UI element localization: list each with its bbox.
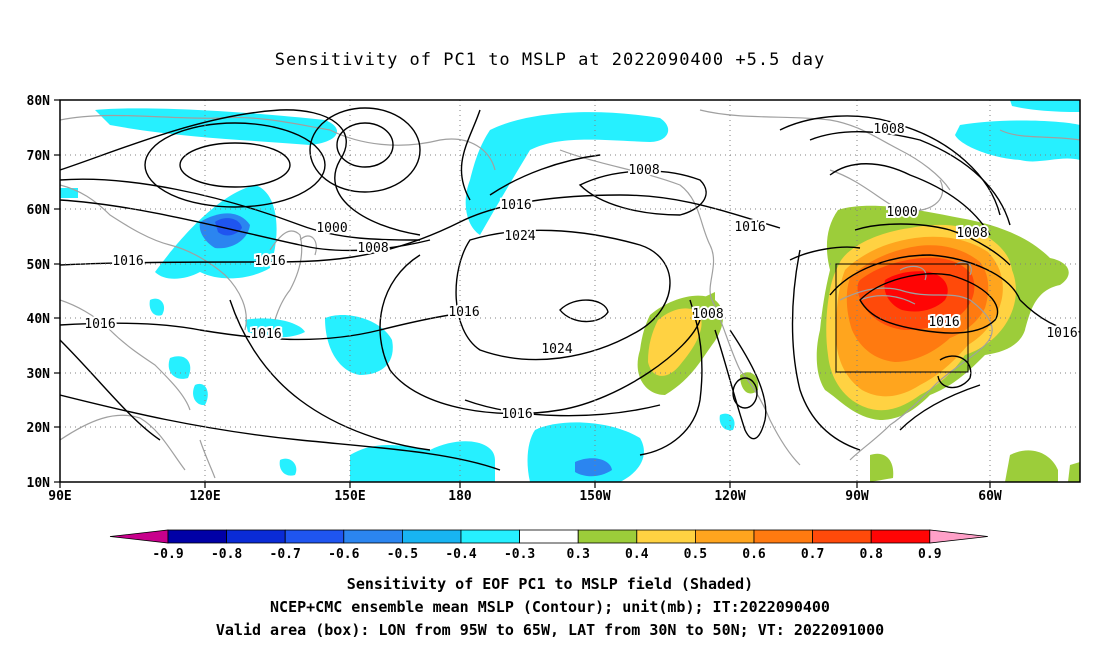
axis-ticks xyxy=(54,99,991,488)
contour-label: 1008 xyxy=(692,307,723,322)
lat-label: 70N xyxy=(27,149,51,164)
contour-label: 1008 xyxy=(628,163,659,178)
colorbar-label: 0.5 xyxy=(684,547,707,562)
colorbar-high-triangle xyxy=(929,529,988,544)
contour-labels: 1000 1008 1016 1016 1016 1016 1008 1016 … xyxy=(82,120,1079,424)
colorbar-label: -0.7 xyxy=(270,547,301,562)
lat-label: 50N xyxy=(27,258,51,273)
contour-label: 1008 xyxy=(873,122,904,137)
colorbar-label: 0.9 xyxy=(918,547,941,562)
longitude-labels: 90E 120E 150E 180 150W 120W 90W 60W xyxy=(48,489,1002,504)
colorbar-label: -0.9 xyxy=(152,547,183,562)
contour-label: 1008 xyxy=(956,226,987,241)
contour-label: 1000 xyxy=(316,221,347,236)
colorbar-swatch xyxy=(577,529,638,544)
colorbar-swatch xyxy=(401,529,462,544)
colorbar-label: -0.3 xyxy=(504,547,535,562)
lat-label: 80N xyxy=(27,94,51,109)
contour-label: 1016 xyxy=(250,327,281,342)
contour-label: 1016 xyxy=(448,305,479,320)
contour-label: 1016 xyxy=(734,220,765,235)
colorbar-swatch xyxy=(167,529,227,544)
map-frame xyxy=(59,99,1081,483)
contour-label: 1016 xyxy=(928,315,959,330)
colorbar-low-triangle xyxy=(109,529,169,544)
colorbar-swatch xyxy=(284,529,345,544)
contour-label: 1016 xyxy=(1046,326,1077,341)
contour-label: 1016 xyxy=(500,198,531,213)
lon-label: 120W xyxy=(714,489,745,504)
colorbar-swatch xyxy=(812,529,872,544)
colorbar-label: 0.6 xyxy=(742,547,766,562)
colorbar-label: 0.3 xyxy=(566,547,589,562)
lon-label: 150E xyxy=(334,489,365,504)
lon-label: 60W xyxy=(978,489,1002,504)
colorbar-label: 0.7 xyxy=(801,547,824,562)
latitude-labels: 80N 70N 60N 50N 40N 30N 20N 10N xyxy=(27,94,51,491)
colorbar-label: 0.4 xyxy=(625,547,649,562)
lat-label: 40N xyxy=(27,312,51,327)
valid-area-box xyxy=(835,263,969,373)
lon-label: 120E xyxy=(189,489,220,504)
lat-label: 60N xyxy=(27,203,51,218)
colorbar-label: -0.5 xyxy=(387,547,418,562)
contour-label: 1016 xyxy=(501,407,532,422)
caption-valid-area: Valid area (box): LON from 95W to 65W, L… xyxy=(215,621,885,639)
colorbar-swatch xyxy=(519,529,579,544)
lat-label: 30N xyxy=(27,367,51,382)
caption-contour: NCEP+CMC ensemble mean MSLP (Contour); u… xyxy=(270,598,830,616)
caption-shading: Sensitivity of EOF PC1 to MSLP field (Sh… xyxy=(346,575,754,593)
colorbar: -0.9 -0.8 -0.7 -0.6 -0.5 -0.4 -0.3 0.3 0.4 0.5 0.6… xyxy=(109,529,988,562)
colorbar-label: 0.8 xyxy=(859,547,883,562)
colorbar-swatch xyxy=(226,529,286,544)
contour-label: 1016 xyxy=(254,254,285,269)
colorbar-label: -0.6 xyxy=(328,547,359,562)
lon-label: 90E xyxy=(48,489,71,504)
contour-label: 1008 xyxy=(357,241,388,256)
lon-label: 90W xyxy=(845,489,869,504)
colorbar-swatch xyxy=(343,529,403,544)
contour-label: 1024 xyxy=(541,342,572,357)
contour-label: 1000 xyxy=(886,205,917,220)
lat-label: 20N xyxy=(27,421,51,436)
lon-label: 150W xyxy=(579,489,610,504)
negative-sensitivity-shading xyxy=(60,100,1080,482)
colorbar-swatch xyxy=(460,529,520,544)
colorbar-swatch xyxy=(870,529,931,544)
colorbar-swatch xyxy=(695,529,755,544)
lat-label: 10N xyxy=(27,476,51,491)
colorbar-label: -0.4 xyxy=(445,547,476,562)
contour-label: 1016 xyxy=(112,254,143,269)
colorbar-swatch xyxy=(636,529,696,544)
mslp-contours xyxy=(60,107,1080,471)
colorbar-label: -0.8 xyxy=(211,547,242,562)
colorbar-swatch xyxy=(753,529,813,544)
lon-label: 180 xyxy=(448,489,472,504)
map-title: Sensitivity of PC1 to MSLP at 2022090400… xyxy=(274,50,826,70)
contour-label: 1016 xyxy=(84,317,115,332)
contour-label: 1024 xyxy=(504,229,535,244)
